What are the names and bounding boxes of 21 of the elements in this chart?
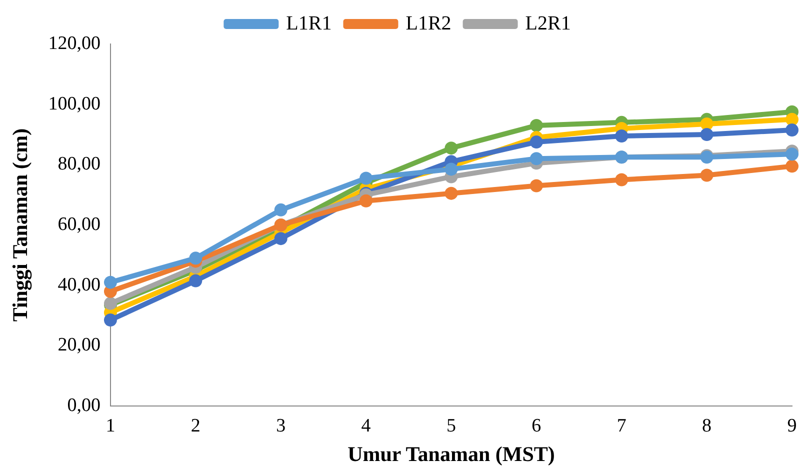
- y-tick-label: 0,00: [67, 394, 100, 416]
- x-tick-label: 5: [446, 415, 456, 436]
- legend-label: L2R1: [525, 12, 571, 34]
- y-axis-title: Tinggi Tanaman (cm): [8, 128, 32, 322]
- y-tick-label: 20,00: [58, 334, 100, 356]
- x-tick-label: 8: [702, 415, 712, 436]
- y-tick-label: 40,00: [58, 274, 100, 296]
- y-tick-label: 80,00: [58, 154, 100, 175]
- x-tick-label: 7: [616, 415, 626, 436]
- x-tick-label: 9: [787, 415, 797, 436]
- x-tick-label: 1: [106, 415, 116, 436]
- x-tick-label: 6: [532, 415, 542, 436]
- y-tick-label: 60,00: [58, 214, 100, 235]
- x-tick-label: 2: [190, 415, 200, 436]
- y-tick-label: 100,00: [48, 93, 100, 114]
- x-tick-label: 4: [361, 415, 372, 436]
- x-tick-label: 3: [276, 415, 286, 436]
- legend-label: L1R1: [286, 12, 332, 34]
- legend-label: L1R2: [406, 12, 452, 34]
- x-axis-title: Umur Tanaman (MST): [348, 442, 555, 466]
- y-tick-label: 120,00: [48, 32, 100, 54]
